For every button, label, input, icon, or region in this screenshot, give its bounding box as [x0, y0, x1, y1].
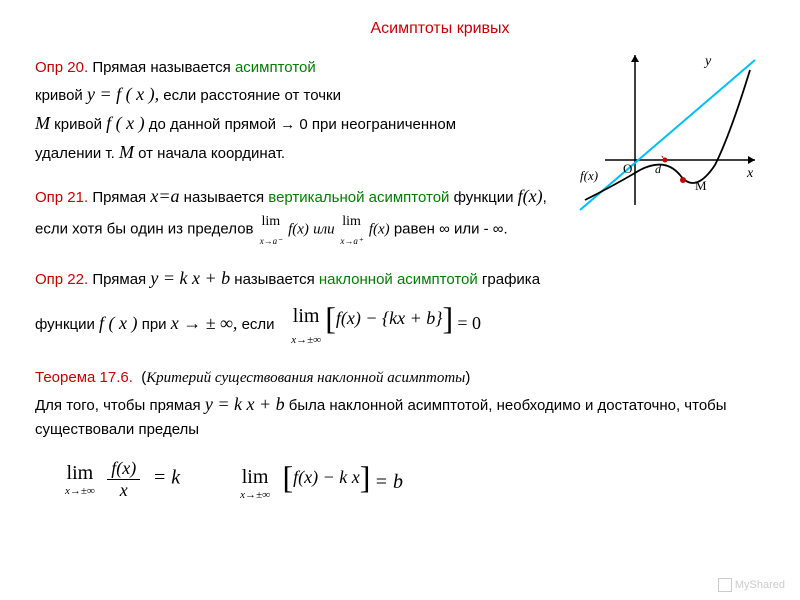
formula-row: lim x→±∞ f(x) x = k lim x→±∞ [ f(x) − k … — [65, 458, 765, 501]
limit-expr: lim x→a⁺ — [340, 211, 362, 248]
asymptote-graph: y x O d M f(x) — [565, 45, 765, 215]
def-label: Опр 22. — [35, 271, 88, 288]
formula-k: lim x→±∞ f(x) x = k — [65, 458, 180, 501]
x-axis-label: x — [746, 166, 754, 181]
y-axis-label: y — [703, 54, 712, 69]
watermark: MyShared — [718, 578, 785, 592]
theorem: Теорема 17.6. (Критерий существования на… — [35, 366, 765, 443]
fraction: f(x) x — [107, 458, 140, 501]
def-label: Опр 21. — [35, 189, 88, 206]
d-label: d — [655, 162, 662, 176]
definition-20: Опр 20. Прямая называется асимптотой кри… — [35, 56, 515, 166]
limit-expr: lim x→±∞ — [240, 466, 270, 501]
formula-b: lim x→±∞ [ f(x) − k x ] = b — [240, 459, 403, 502]
def-label: Опр 20. — [35, 59, 88, 76]
bracket-expr: [ f(x) − k x ] — [282, 459, 370, 496]
m-label: M — [695, 178, 707, 193]
limit-expr: lim x→±∞ — [65, 462, 95, 497]
theorem-label: Теорема 17.6. — [35, 369, 133, 386]
watermark-icon — [718, 578, 732, 592]
definition-22: Опр 22. Прямая y = k x + b называется на… — [35, 264, 765, 350]
limit-expr: lim x→±∞ — [291, 300, 321, 350]
limit-expr: lim x→a⁻ — [260, 211, 282, 248]
origin-label: O — [623, 161, 632, 176]
fx-label: f(x) — [580, 168, 598, 183]
page-title: Асимптоты кривых — [115, 20, 765, 38]
bracket-expr: [ f(x) − {kx + b} ] — [325, 293, 453, 344]
